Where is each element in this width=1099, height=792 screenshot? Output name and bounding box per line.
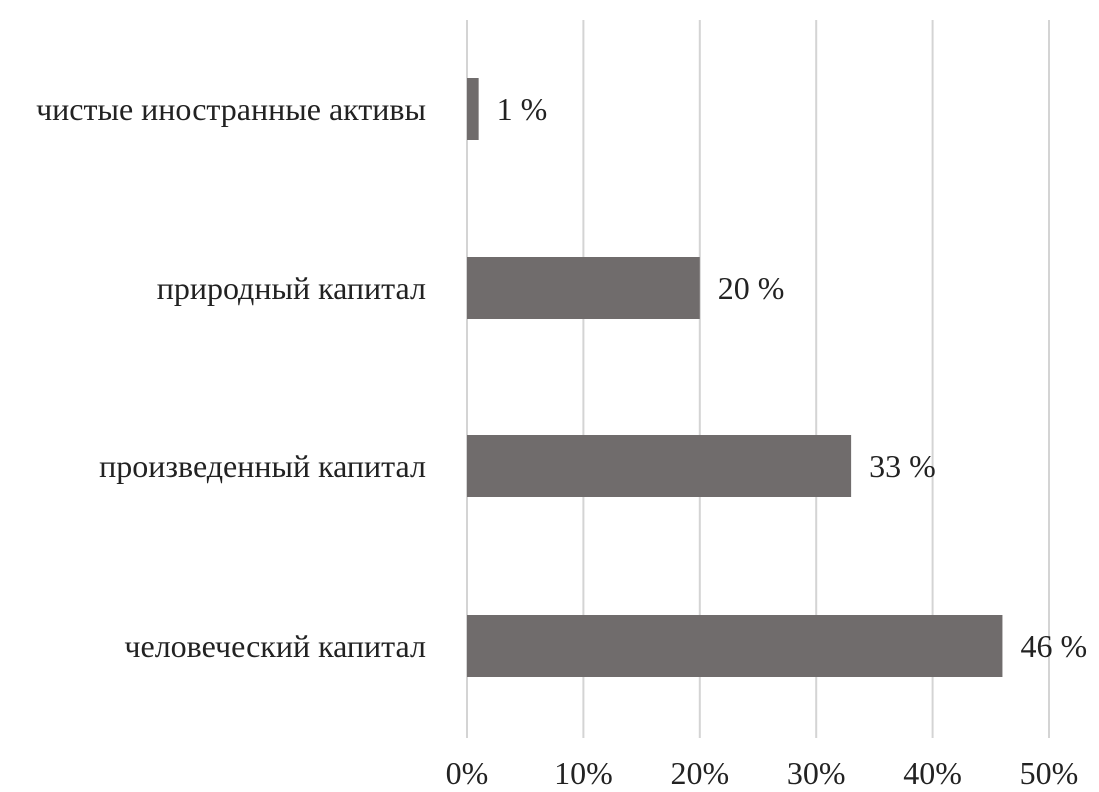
data-label: 33 % — [869, 448, 936, 484]
category-labels: чистые иностранные активы природный капит… — [36, 91, 426, 664]
x-tick-label: 30% — [787, 755, 846, 791]
x-tick-label: 0% — [446, 755, 489, 791]
x-tick-label: 40% — [903, 755, 962, 791]
bar — [467, 435, 852, 497]
x-tick-label: 20% — [670, 755, 729, 791]
bar — [467, 78, 479, 140]
x-tick-label: 50% — [1020, 755, 1079, 791]
data-label: 20 % — [718, 270, 785, 306]
x-axis-ticks: 0% 10% 20% 30% 40% 50% — [446, 755, 1079, 791]
category-label: произведенный капитал — [99, 448, 426, 484]
category-label: человеческий капитал — [124, 628, 426, 664]
data-label: 46 % — [1020, 628, 1087, 664]
x-tick-label: 10% — [554, 755, 613, 791]
bars — [467, 78, 1003, 677]
category-label: природный капитал — [157, 270, 426, 306]
category-label: чистые иностранные активы — [36, 91, 426, 127]
bar — [467, 257, 700, 319]
bar — [467, 615, 1003, 677]
data-labels: 1 % 20 % 33 % 46 % — [497, 91, 1087, 664]
data-label: 1 % — [497, 91, 548, 127]
